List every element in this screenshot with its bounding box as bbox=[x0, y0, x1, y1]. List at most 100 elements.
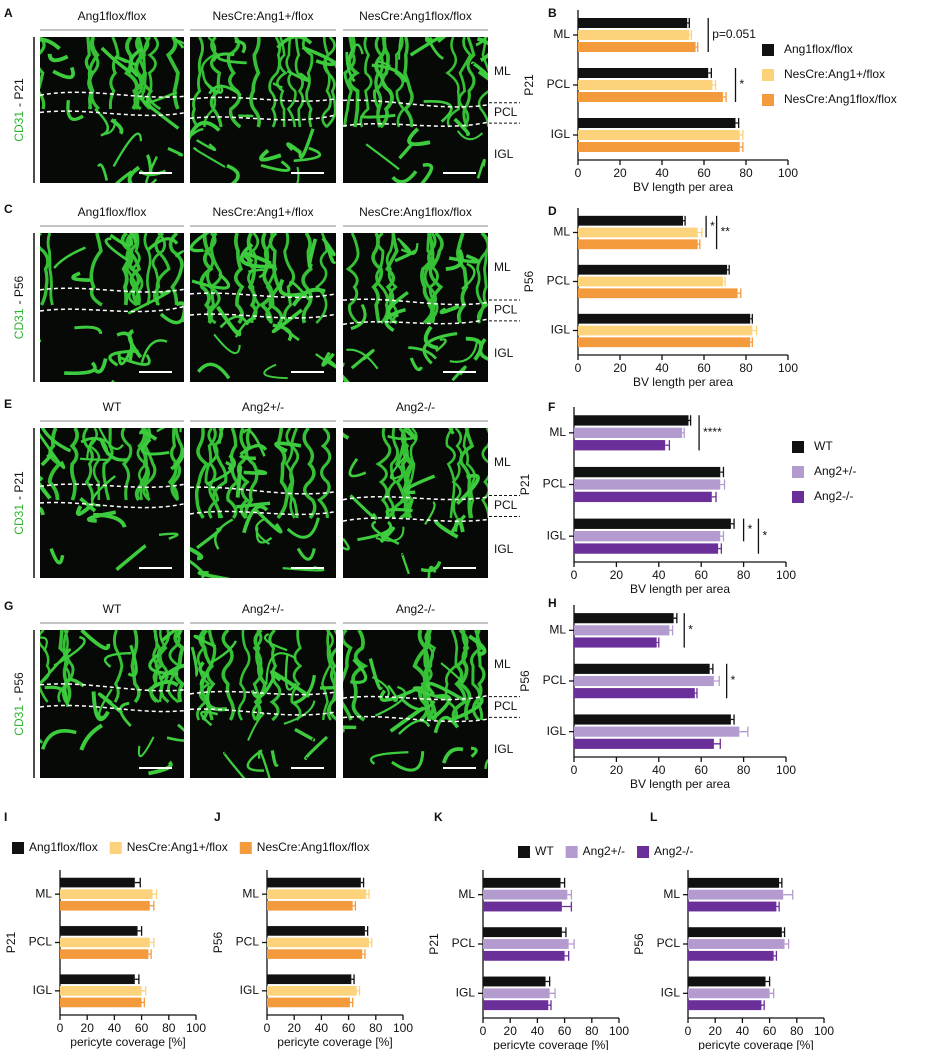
x-tick-label: 60 bbox=[558, 1024, 572, 1038]
legend-label: Ang2+/- bbox=[583, 844, 625, 858]
y-axis-label: P56 bbox=[211, 932, 225, 954]
vessel bbox=[115, 544, 147, 572]
bar bbox=[483, 950, 565, 961]
vessel bbox=[374, 685, 407, 717]
legend-label: Ang1flox/flox bbox=[784, 42, 853, 56]
panel-letter: L bbox=[650, 810, 657, 824]
x-tick-label: 80 bbox=[739, 361, 753, 375]
vessel bbox=[86, 510, 117, 523]
vessel bbox=[40, 475, 52, 500]
x-tick-label: 100 bbox=[778, 166, 798, 180]
vessel bbox=[402, 37, 414, 128]
vessel bbox=[190, 559, 206, 578]
vessel bbox=[138, 95, 180, 130]
vessel bbox=[461, 262, 476, 291]
vessel bbox=[317, 428, 332, 519]
vessel bbox=[196, 630, 211, 721]
error-bar bbox=[149, 900, 155, 911]
vessel bbox=[143, 233, 152, 306]
vessel bbox=[159, 295, 184, 325]
vessel bbox=[343, 428, 350, 440]
vessel bbox=[191, 272, 231, 290]
vessel bbox=[53, 246, 86, 269]
x-tick-label: 20 bbox=[288, 1021, 302, 1035]
x-tick-label: 40 bbox=[655, 166, 669, 180]
error-bar bbox=[713, 738, 721, 749]
x-tick-label: 60 bbox=[763, 1024, 777, 1038]
panel-letter: F bbox=[548, 400, 555, 414]
vessel bbox=[478, 337, 488, 361]
legend-label: NesCre:Ang1+/flox bbox=[784, 67, 885, 81]
vessel bbox=[285, 37, 297, 128]
vessel bbox=[221, 630, 235, 721]
vessel bbox=[270, 750, 279, 767]
vessel bbox=[98, 428, 124, 450]
error-bar bbox=[695, 42, 699, 52]
x-tick-label: 20 bbox=[613, 166, 627, 180]
bar bbox=[574, 415, 689, 426]
error-bar bbox=[776, 901, 780, 912]
vessel bbox=[477, 37, 488, 128]
vessel bbox=[384, 308, 406, 333]
vessel bbox=[145, 156, 158, 183]
genotype-heading: Ang1flox/flox bbox=[78, 9, 147, 23]
layer-boundary bbox=[343, 694, 488, 701]
error-bar bbox=[697, 239, 701, 250]
vessel bbox=[218, 428, 225, 444]
error-bar bbox=[694, 688, 698, 699]
vessel bbox=[236, 501, 271, 509]
vessel bbox=[484, 758, 488, 770]
stain-label: CD31 - P21 bbox=[12, 471, 26, 535]
vessel bbox=[257, 750, 271, 778]
genotype-heading: Ang2-/- bbox=[396, 400, 435, 414]
legend-label: WT bbox=[535, 844, 554, 858]
vessel bbox=[368, 658, 383, 691]
vessel bbox=[242, 428, 266, 457]
vessel bbox=[87, 428, 101, 501]
vessel bbox=[457, 37, 473, 128]
error-bar bbox=[688, 415, 692, 426]
x-tick-label: 60 bbox=[695, 763, 709, 777]
vessel bbox=[471, 61, 488, 78]
panel-letter: H bbox=[548, 596, 557, 610]
vessel bbox=[372, 37, 385, 128]
significance-label: * bbox=[748, 522, 753, 536]
vessel bbox=[398, 719, 431, 735]
error-bar bbox=[720, 479, 726, 490]
vessel bbox=[104, 651, 132, 668]
legend-label: Ang1flox/flox bbox=[29, 840, 98, 854]
error-bar bbox=[549, 988, 556, 999]
vessel bbox=[89, 233, 103, 307]
legend-swatch bbox=[565, 846, 578, 858]
vessel bbox=[365, 143, 400, 171]
bar bbox=[578, 276, 723, 287]
vessel bbox=[40, 630, 51, 703]
x-tick-label: 100 bbox=[814, 1024, 834, 1038]
vessel bbox=[350, 303, 367, 331]
error-bar bbox=[781, 927, 786, 938]
vessel bbox=[459, 428, 475, 519]
vessel bbox=[158, 663, 184, 682]
vessel bbox=[291, 287, 326, 307]
bar bbox=[267, 926, 365, 936]
layer-boundary bbox=[40, 704, 184, 713]
vessel bbox=[315, 59, 336, 67]
layer-label: ML bbox=[494, 657, 511, 671]
vessel bbox=[167, 146, 184, 157]
vessel bbox=[258, 233, 274, 324]
vessel bbox=[158, 532, 179, 540]
bar bbox=[578, 215, 683, 226]
layer-label: ML bbox=[494, 64, 511, 78]
y-tick-label: PCL bbox=[236, 935, 260, 949]
layer-boundary bbox=[40, 501, 184, 509]
vessel bbox=[398, 37, 402, 60]
vessel bbox=[170, 447, 184, 471]
vessel bbox=[223, 751, 246, 778]
vessel bbox=[237, 630, 251, 721]
vessel bbox=[412, 686, 449, 701]
vessel bbox=[449, 338, 479, 363]
genotype-heading: Ang2-/- bbox=[396, 602, 435, 616]
panel-letter: G bbox=[4, 599, 13, 613]
bar bbox=[60, 986, 142, 996]
vessel bbox=[426, 37, 444, 60]
